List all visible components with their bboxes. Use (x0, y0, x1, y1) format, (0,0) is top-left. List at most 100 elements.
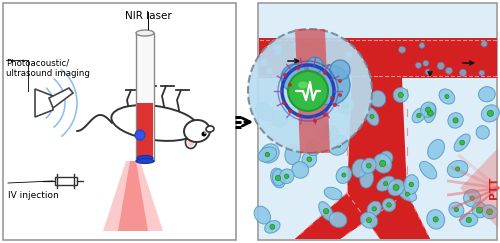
Ellipse shape (136, 30, 154, 36)
Ellipse shape (482, 105, 500, 122)
Circle shape (276, 45, 282, 51)
Polygon shape (259, 38, 497, 78)
Polygon shape (118, 161, 148, 231)
Circle shape (266, 68, 273, 75)
Circle shape (282, 101, 286, 105)
Ellipse shape (260, 144, 279, 163)
Circle shape (481, 41, 488, 47)
Bar (259, 4, 496, 239)
Text: Photoacoustic/
ultrasound imaging: Photoacoustic/ ultrasound imaging (6, 58, 90, 78)
Circle shape (270, 224, 275, 229)
Circle shape (276, 175, 280, 181)
Ellipse shape (428, 139, 444, 159)
Circle shape (366, 163, 371, 168)
Polygon shape (347, 193, 430, 239)
Ellipse shape (398, 187, 416, 201)
Ellipse shape (306, 139, 321, 156)
Ellipse shape (382, 198, 396, 211)
Polygon shape (35, 89, 53, 117)
Ellipse shape (460, 213, 478, 227)
Ellipse shape (270, 168, 285, 188)
Ellipse shape (424, 103, 436, 123)
Circle shape (380, 160, 386, 167)
Ellipse shape (112, 105, 198, 141)
Circle shape (202, 131, 206, 137)
Circle shape (386, 203, 392, 207)
Ellipse shape (360, 169, 374, 188)
Ellipse shape (377, 176, 394, 191)
Ellipse shape (448, 113, 463, 128)
Circle shape (330, 96, 334, 100)
Circle shape (393, 184, 399, 191)
Polygon shape (460, 148, 498, 228)
Circle shape (323, 71, 327, 75)
Circle shape (398, 46, 406, 53)
Circle shape (456, 167, 460, 171)
Ellipse shape (365, 107, 379, 125)
Circle shape (372, 207, 376, 211)
Bar (55, 177, 77, 185)
Circle shape (313, 119, 317, 123)
Ellipse shape (258, 147, 276, 162)
Circle shape (446, 67, 452, 74)
Circle shape (294, 42, 300, 49)
Circle shape (323, 113, 327, 117)
Ellipse shape (324, 187, 342, 200)
Ellipse shape (319, 202, 334, 221)
Circle shape (366, 218, 372, 223)
Ellipse shape (271, 111, 288, 127)
Circle shape (460, 140, 464, 145)
Polygon shape (137, 104, 153, 158)
Circle shape (324, 208, 328, 214)
Text: NIR laser: NIR laser (124, 11, 172, 21)
Ellipse shape (448, 160, 468, 178)
Circle shape (311, 145, 316, 150)
Circle shape (274, 49, 281, 56)
Polygon shape (49, 88, 73, 108)
Ellipse shape (136, 158, 154, 164)
Ellipse shape (482, 205, 498, 219)
Ellipse shape (464, 189, 480, 207)
Ellipse shape (186, 136, 196, 148)
Circle shape (445, 95, 449, 98)
Ellipse shape (367, 201, 382, 217)
Circle shape (338, 79, 342, 83)
Ellipse shape (137, 156, 153, 160)
Circle shape (296, 113, 300, 117)
Ellipse shape (302, 151, 316, 167)
Ellipse shape (264, 221, 280, 233)
Ellipse shape (362, 158, 376, 173)
Circle shape (466, 217, 471, 223)
Circle shape (486, 209, 492, 215)
Circle shape (272, 44, 278, 50)
Ellipse shape (254, 206, 270, 224)
Ellipse shape (188, 138, 194, 147)
Ellipse shape (285, 145, 300, 165)
Circle shape (288, 83, 292, 87)
Circle shape (310, 65, 350, 105)
Circle shape (427, 110, 433, 116)
Circle shape (476, 207, 482, 213)
Ellipse shape (476, 126, 490, 139)
Ellipse shape (388, 179, 404, 196)
Ellipse shape (478, 87, 496, 102)
Circle shape (265, 152, 270, 157)
Circle shape (419, 43, 425, 48)
Ellipse shape (352, 159, 367, 178)
Text: IV injection: IV injection (8, 191, 59, 200)
Circle shape (248, 29, 372, 153)
Ellipse shape (380, 151, 393, 165)
Circle shape (260, 58, 268, 66)
Circle shape (330, 60, 350, 80)
Polygon shape (295, 29, 330, 153)
Circle shape (284, 174, 289, 178)
Circle shape (283, 73, 287, 77)
Circle shape (488, 110, 494, 116)
Ellipse shape (294, 95, 308, 116)
Circle shape (437, 62, 444, 69)
Ellipse shape (308, 82, 325, 104)
Circle shape (288, 109, 292, 113)
Ellipse shape (370, 91, 386, 107)
Circle shape (416, 113, 421, 118)
Polygon shape (295, 193, 430, 239)
